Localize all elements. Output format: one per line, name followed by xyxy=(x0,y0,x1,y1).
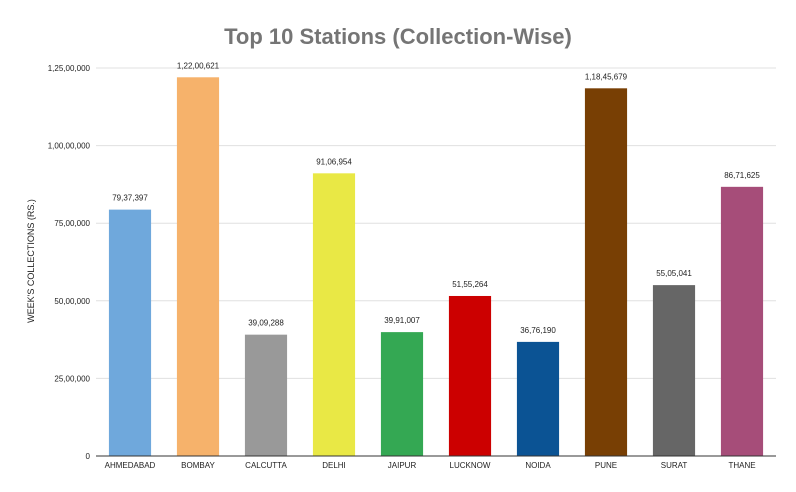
data-label: 1,22,00,621 xyxy=(177,61,220,70)
bar-calcutta xyxy=(244,334,288,456)
bars xyxy=(108,77,764,457)
y-tick-label: 1,00,00,000 xyxy=(48,142,91,151)
y-tick-label: 50,00,000 xyxy=(54,297,90,306)
y-tick-label: 0 xyxy=(86,452,91,461)
bar-delhi xyxy=(312,173,356,457)
data-label: 86,71,625 xyxy=(724,171,760,180)
x-axis-categories: AHMEDABAD BOMBAY CALCUTTA DELHI JAIPUR LUCKNO… xyxy=(105,461,756,470)
data-label: 51,55,264 xyxy=(452,280,488,289)
y-tick-label: 25,00,000 xyxy=(54,374,90,383)
y-axis-label: WEEK'S COLLECTIONS (RS.) xyxy=(26,199,36,323)
data-label: 39,91,007 xyxy=(384,316,420,325)
x-category-label: CALCUTTA xyxy=(245,461,287,470)
x-category-label: SURAT xyxy=(661,461,688,470)
x-category-label: LUCKNOW xyxy=(450,461,491,470)
x-category-label: AHMEDABAD xyxy=(105,461,156,470)
x-category-label: JAIPUR xyxy=(388,461,417,470)
x-category-label: PUNE xyxy=(595,461,617,470)
y-axis-ticks: 0 25,00,000 50,00,000 75,00,000 1,00,00,000 1… xyxy=(48,64,91,461)
x-category-label: DELHI xyxy=(322,461,346,470)
y-tick-label: 75,00,000 xyxy=(54,219,90,228)
bar-lucknow xyxy=(448,295,492,456)
bar-pune xyxy=(584,88,628,457)
bar-ahmedabad xyxy=(108,209,152,456)
x-category-label: BOMBAY xyxy=(181,461,215,470)
x-category-label: NOIDA xyxy=(525,461,551,470)
bar-jaipur xyxy=(380,332,424,456)
data-label: 39,09,288 xyxy=(248,319,284,328)
data-label: 79,37,397 xyxy=(112,194,148,203)
bar-noida xyxy=(516,341,560,456)
x-category-label: THANE xyxy=(728,461,755,470)
bar-surat xyxy=(652,285,696,456)
data-label: 36,76,190 xyxy=(520,326,556,335)
data-labels: 79,37,397 1,22,00,621 39,09,288 91,06,954 39… xyxy=(112,61,760,335)
data-label: 55,05,041 xyxy=(656,269,692,278)
bar-bombay xyxy=(176,77,220,456)
chart-title: Top 10 Stations (Collection-Wise) xyxy=(224,24,572,49)
bar-thane xyxy=(720,186,764,456)
data-label: 91,06,954 xyxy=(316,157,352,166)
y-tick-label: 1,25,00,000 xyxy=(48,64,91,73)
data-label: 1,18,45,679 xyxy=(585,72,628,81)
